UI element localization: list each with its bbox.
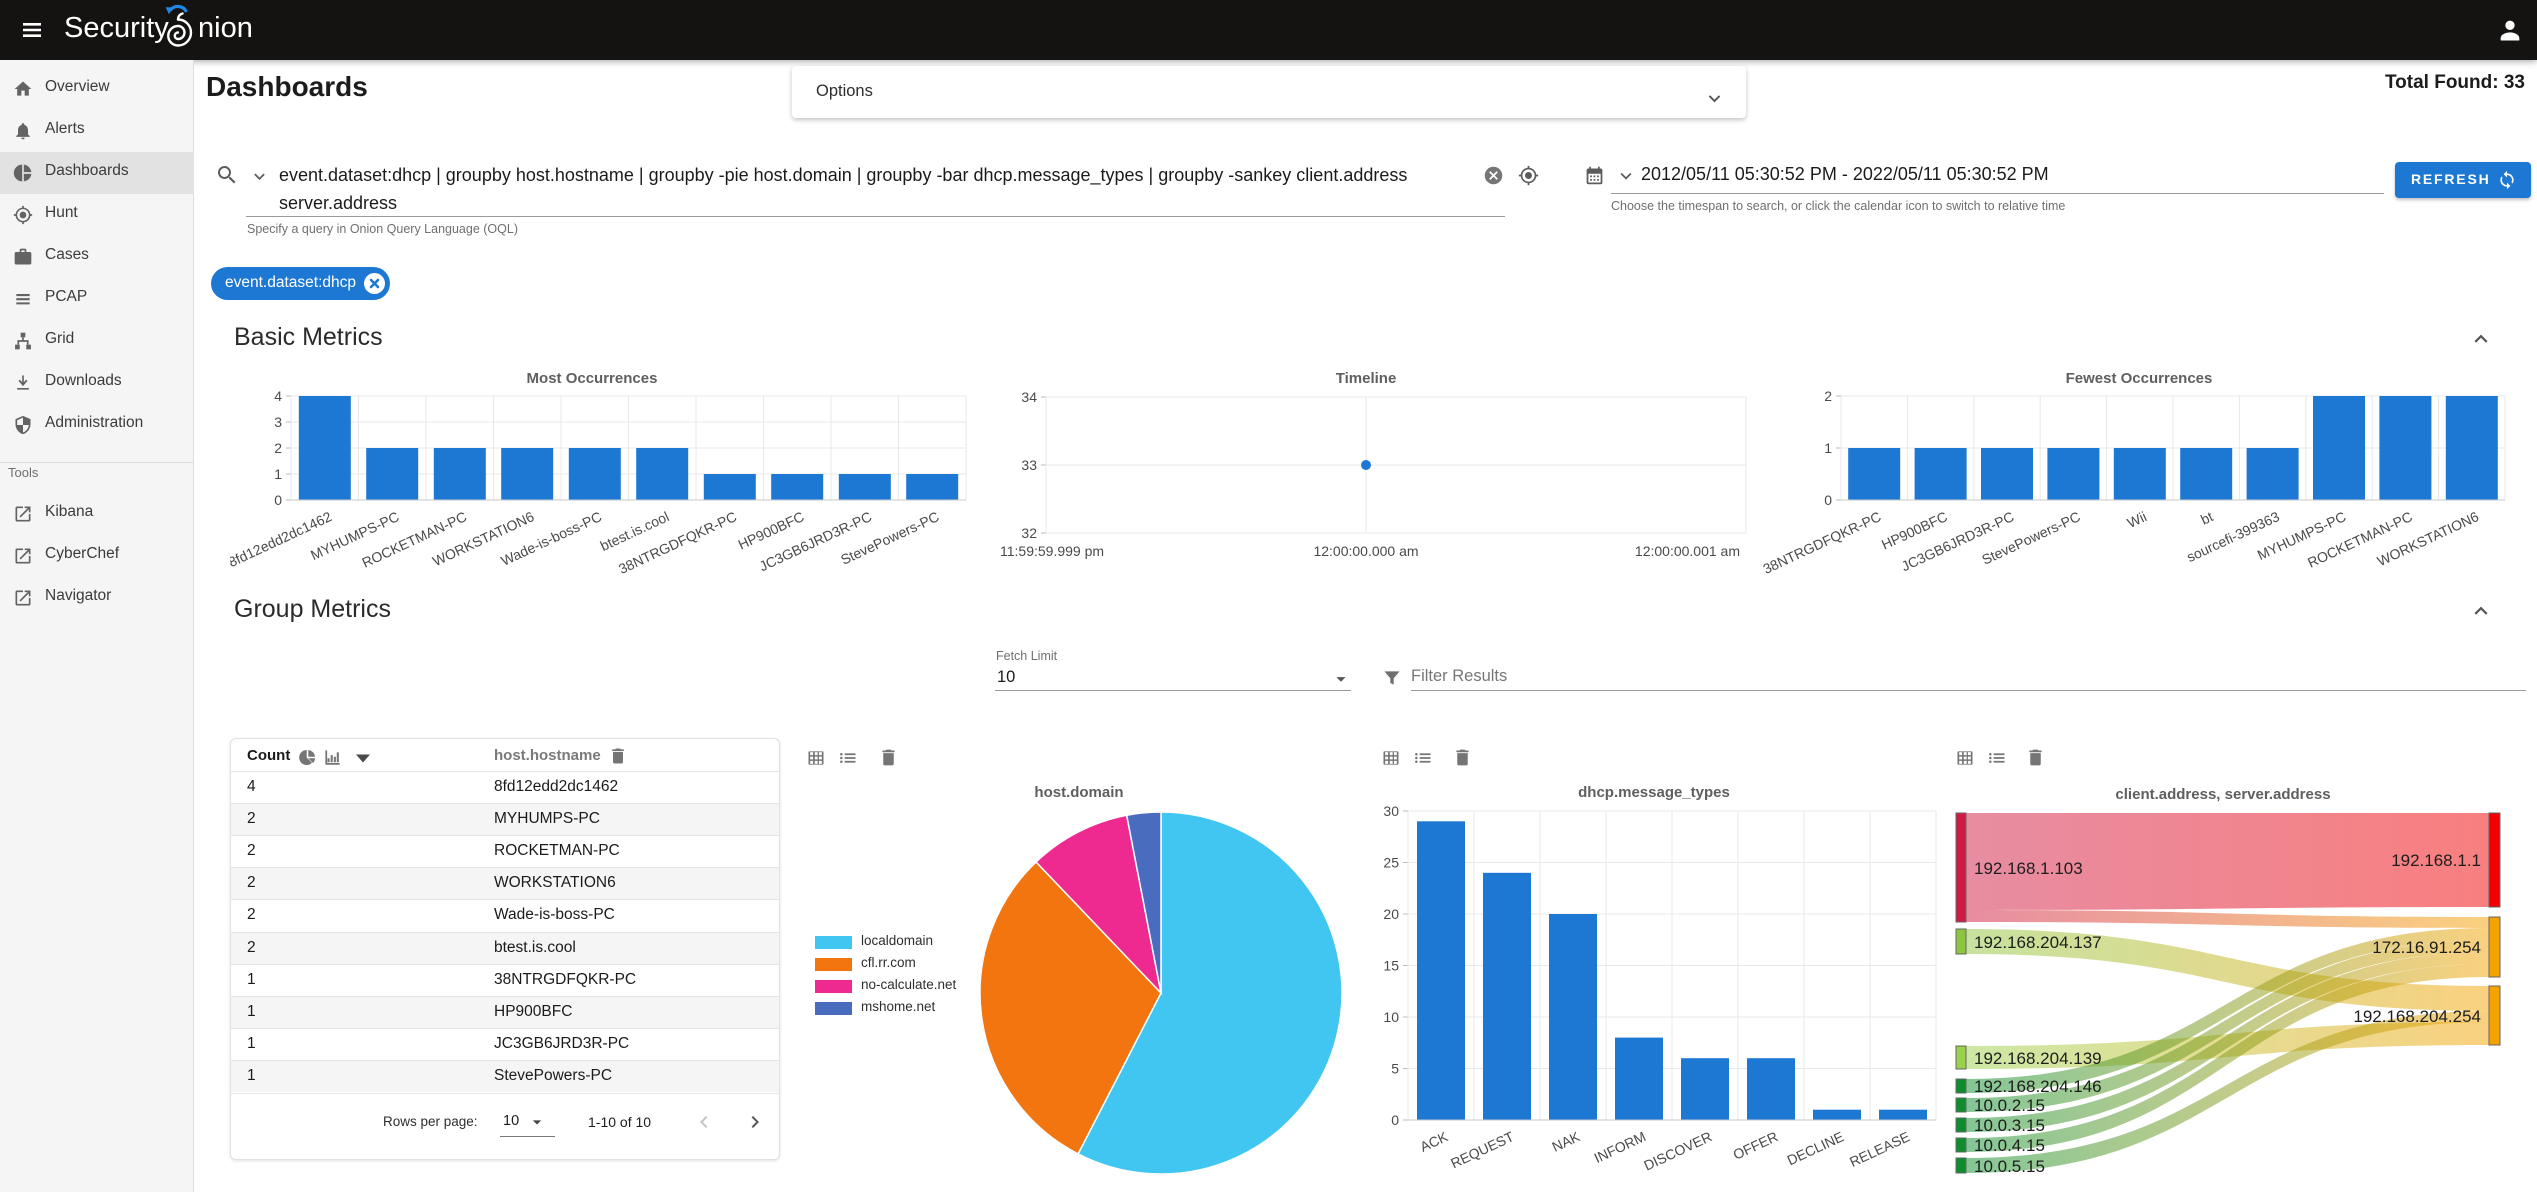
svg-text:25: 25: [1383, 855, 1399, 871]
svg-text:30: 30: [1383, 803, 1399, 819]
svg-text:33: 33: [1021, 457, 1037, 473]
svg-text:DISCOVER: DISCOVER: [1641, 1128, 1714, 1173]
svg-text:192.168.1.103: 192.168.1.103: [1974, 859, 2083, 878]
svg-text:10: 10: [1383, 1009, 1399, 1025]
svg-text:192.168.204.254: 192.168.204.254: [2353, 1007, 2481, 1026]
svg-text:192.168.204.137: 192.168.204.137: [1974, 933, 2102, 952]
svg-text:RELEASE: RELEASE: [1847, 1128, 1912, 1170]
svg-text:38NTRGDFQKR-PC: 38NTRGDFQKR-PC: [616, 508, 739, 577]
svg-text:4: 4: [274, 388, 282, 404]
svg-text:DECLINE: DECLINE: [1785, 1128, 1847, 1168]
svg-text:client.address, server.address: client.address, server.address: [2115, 786, 2330, 803]
svg-text:INFORM: INFORM: [1591, 1128, 1648, 1166]
svg-text:REQUEST: REQUEST: [1448, 1128, 1517, 1171]
svg-text:12:00:00.001 am: 12:00:00.001 am: [1635, 543, 1740, 559]
svg-text:JC3GB6JRD3R-PC: JC3GB6JRD3R-PC: [757, 508, 874, 574]
svg-text:2: 2: [274, 440, 282, 456]
svg-text:host.domain: host.domain: [1034, 784, 1123, 801]
svg-text:172.16.91.254: 172.16.91.254: [2372, 938, 2481, 957]
svg-text:192.168.204.146: 192.168.204.146: [1974, 1077, 2102, 1096]
svg-text:5: 5: [1391, 1061, 1399, 1077]
svg-text:20: 20: [1383, 906, 1399, 922]
svg-text:2: 2: [1824, 388, 1832, 404]
svg-text:0: 0: [1824, 492, 1832, 508]
svg-text:ACK: ACK: [1417, 1128, 1450, 1155]
svg-text:Fewest Occurrences: Fewest Occurrences: [2066, 370, 2213, 387]
svg-text:Most Occurrences: Most Occurrences: [527, 370, 658, 387]
svg-text:1: 1: [274, 466, 282, 482]
svg-text:OFFER: OFFER: [1730, 1128, 1780, 1163]
svg-text:3: 3: [274, 414, 282, 430]
svg-text:0: 0: [1391, 1112, 1399, 1128]
svg-text:1: 1: [1824, 440, 1832, 456]
svg-text:192.168.1.1: 192.168.1.1: [2391, 851, 2481, 870]
svg-text:15: 15: [1383, 958, 1399, 974]
svg-text:34: 34: [1021, 389, 1037, 405]
svg-text:0: 0: [274, 492, 282, 508]
svg-text:38NTRGDFQKR-PC: 38NTRGDFQKR-PC: [1760, 508, 1883, 577]
svg-text:10.0.5.15: 10.0.5.15: [1974, 1157, 2045, 1176]
svg-text:11:59:59.999 pm: 11:59:59.999 pm: [1000, 543, 1104, 559]
svg-text:32: 32: [1021, 525, 1037, 541]
svg-text:JC3GB6JRD3R-PC: JC3GB6JRD3R-PC: [1899, 508, 2016, 574]
svg-text:bt: bt: [2198, 508, 2215, 527]
svg-text:10.0.3.15: 10.0.3.15: [1974, 1116, 2045, 1135]
svg-text:dhcp.message_types: dhcp.message_types: [1578, 784, 1730, 801]
svg-text:Timeline: Timeline: [1336, 370, 1397, 387]
svg-text:192.168.204.139: 192.168.204.139: [1974, 1049, 2102, 1068]
svg-text:Wii: Wii: [2125, 508, 2149, 531]
svg-text:10.0.2.15: 10.0.2.15: [1974, 1096, 2045, 1115]
svg-text:12:00:00.000 am: 12:00:00.000 am: [1313, 543, 1418, 559]
svg-text:NAK: NAK: [1549, 1128, 1582, 1155]
svg-text:10.0.4.15: 10.0.4.15: [1974, 1136, 2045, 1155]
